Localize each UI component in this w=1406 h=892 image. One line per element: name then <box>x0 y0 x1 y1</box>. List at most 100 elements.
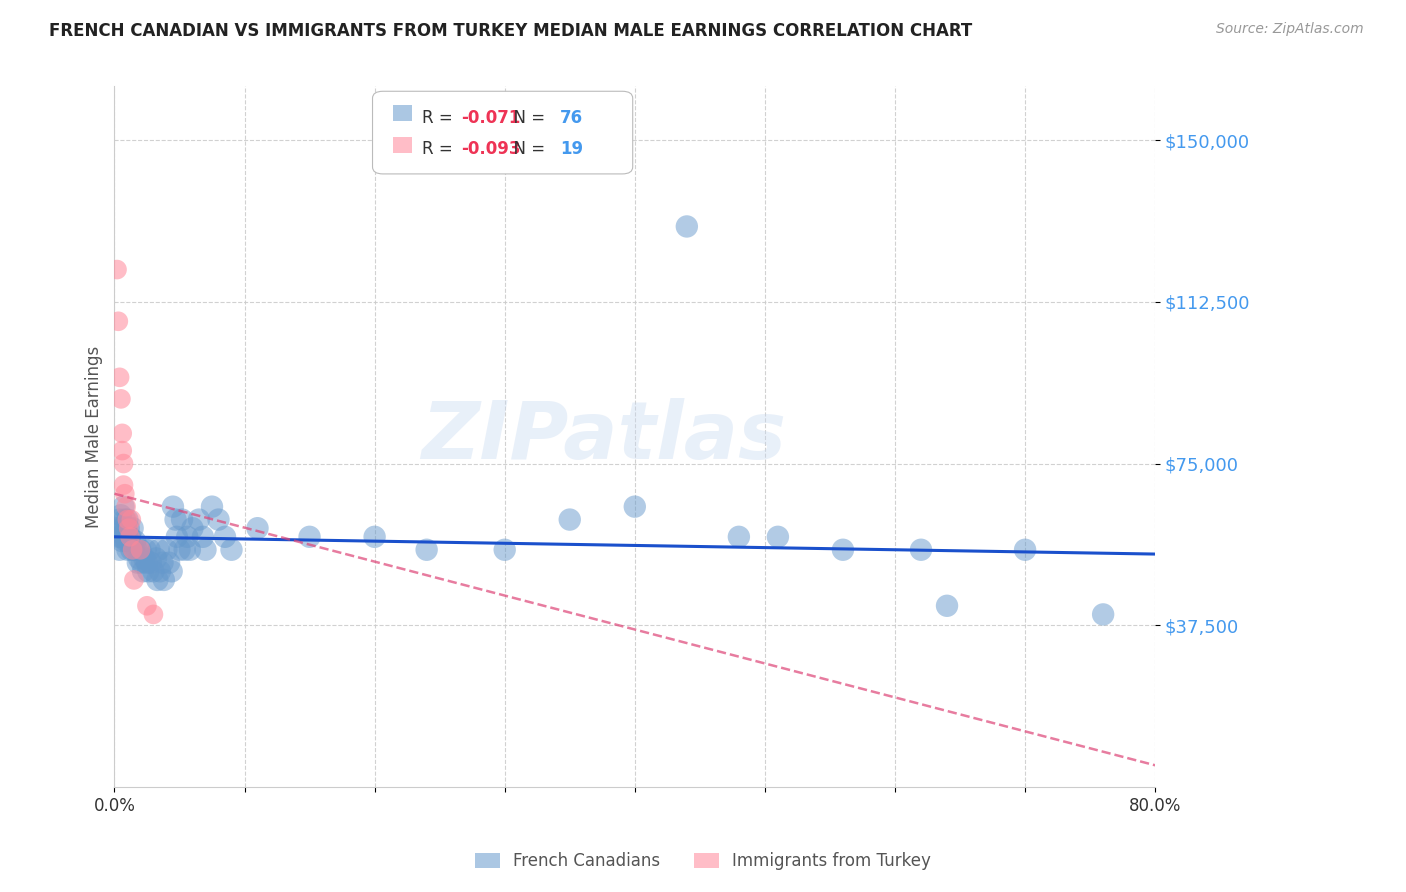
Point <box>118 530 141 544</box>
Point <box>1092 607 1115 622</box>
Point <box>181 521 204 535</box>
Point <box>173 542 195 557</box>
Point <box>170 512 193 526</box>
Point <box>118 530 141 544</box>
Legend: French Canadians, Immigrants from Turkey: French Canadians, Immigrants from Turkey <box>468 846 938 877</box>
Point <box>298 530 321 544</box>
Point <box>188 512 211 526</box>
Point <box>110 392 132 406</box>
Point <box>166 530 188 544</box>
Text: ZIPatlas: ZIPatlas <box>420 398 786 475</box>
Point <box>152 556 174 570</box>
Point <box>136 564 159 578</box>
Point <box>111 426 134 441</box>
Point <box>114 530 136 544</box>
Point <box>128 551 150 566</box>
Point <box>127 556 149 570</box>
Point <box>118 521 141 535</box>
Point <box>108 512 131 526</box>
Point <box>363 530 385 544</box>
Point <box>135 542 157 557</box>
Point <box>148 542 170 557</box>
Point <box>110 530 132 544</box>
Point <box>162 500 184 514</box>
Point <box>121 521 143 535</box>
Point <box>107 530 129 544</box>
Point <box>169 542 191 557</box>
Bar <box>394 136 412 153</box>
Point <box>623 500 645 514</box>
Point <box>117 542 139 557</box>
FancyBboxPatch shape <box>373 91 633 174</box>
Point <box>558 512 581 526</box>
Text: -0.071: -0.071 <box>461 109 520 127</box>
Point <box>112 500 135 514</box>
Point <box>120 512 142 526</box>
Point <box>165 512 187 526</box>
Point <box>176 530 198 544</box>
Point <box>214 530 236 544</box>
Point <box>117 512 139 526</box>
Point <box>111 443 134 458</box>
Point <box>111 534 134 549</box>
Point <box>112 478 135 492</box>
Point <box>132 564 155 578</box>
Point <box>108 370 131 384</box>
Point <box>111 521 134 535</box>
Point <box>149 564 172 578</box>
Point <box>153 573 176 587</box>
Point <box>117 512 139 526</box>
Point <box>191 530 214 544</box>
Point <box>122 573 145 587</box>
Point <box>142 607 165 622</box>
Point <box>832 542 855 557</box>
Point <box>155 542 177 557</box>
Point <box>728 530 751 544</box>
Text: R =: R = <box>422 140 458 159</box>
Text: Source: ZipAtlas.com: Source: ZipAtlas.com <box>1216 22 1364 37</box>
Y-axis label: Median Male Earnings: Median Male Earnings <box>86 345 103 528</box>
Point <box>766 530 789 544</box>
Text: -0.093: -0.093 <box>461 140 520 159</box>
Point <box>115 500 138 514</box>
Point <box>201 500 224 514</box>
Point <box>105 521 128 535</box>
Point <box>112 521 135 535</box>
Point <box>129 542 152 557</box>
Point <box>136 599 159 613</box>
Point <box>415 542 437 557</box>
Text: N =: N = <box>502 140 550 159</box>
Point <box>936 599 959 613</box>
Point <box>134 551 156 566</box>
Point <box>142 564 165 578</box>
Point <box>114 486 136 500</box>
Point <box>136 556 159 570</box>
Point <box>139 556 162 570</box>
Point <box>910 542 932 557</box>
Point <box>160 564 183 578</box>
Point <box>1014 542 1036 557</box>
Point <box>118 534 141 549</box>
Text: 76: 76 <box>560 109 583 127</box>
Point <box>246 521 269 535</box>
Point <box>121 542 143 557</box>
Point <box>221 542 243 557</box>
Text: R =: R = <box>422 109 458 127</box>
Point <box>114 512 136 526</box>
Point <box>125 542 148 557</box>
Point <box>120 542 142 557</box>
Point <box>110 508 132 523</box>
Text: N =: N = <box>502 109 550 127</box>
Point <box>124 534 146 549</box>
Point <box>115 534 138 549</box>
Point <box>676 219 699 234</box>
Point <box>122 542 145 557</box>
Point <box>145 551 167 566</box>
Point <box>146 573 169 587</box>
Point <box>105 262 128 277</box>
Point <box>107 314 129 328</box>
Point <box>207 512 229 526</box>
Point <box>129 542 152 557</box>
Point <box>179 542 201 557</box>
Point <box>138 542 160 557</box>
